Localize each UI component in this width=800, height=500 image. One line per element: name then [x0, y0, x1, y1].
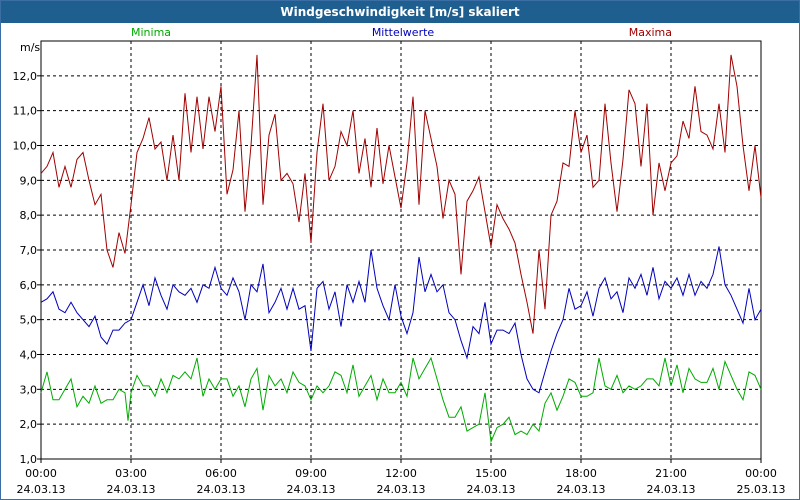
y-tick-label: 2,0	[20, 418, 38, 431]
x-tick-date-label: 24.03.13	[17, 483, 66, 496]
x-tick-time-label: 12:00	[385, 467, 417, 480]
x-tick-time-label: 18:00	[565, 467, 597, 480]
x-tick-date-label: 24.03.13	[287, 483, 336, 496]
chart-title: Windgeschwindigkeit [m/s] skaliert	[1, 1, 799, 23]
series-line-mittelwerte	[40, 246, 762, 394]
y-tick-label: 5,0	[20, 314, 38, 327]
x-tick-date-label: 24.03.13	[467, 483, 516, 496]
legend-item-minima: Minima	[131, 26, 171, 39]
chart-canvas: 1,0 2,0 3,0 4,0 5,0 6,0 7,0 8,0 9,0 10,0 11,0 12,0 m…	[13, 26, 786, 496]
y-tick-label: 6,0	[20, 279, 38, 292]
y-tick-label: 12,0	[13, 70, 38, 83]
legend-item-maxima: Maxima	[629, 26, 672, 39]
y-tick-label: 3,0	[20, 383, 38, 396]
x-tick-time-label: 09:00	[295, 467, 327, 480]
legend-item-mittelwerte: Mittelwerte	[372, 26, 435, 39]
grid-lines	[37, 41, 762, 463]
series-line-minima	[40, 356, 762, 444]
y-tick-label: 9,0	[20, 174, 38, 187]
x-tick-date-label: 24.03.13	[197, 483, 246, 496]
y-tick-label: 8,0	[20, 209, 38, 222]
x-tick-time-label: 00:00	[745, 467, 777, 480]
x-tick-time-label: 06:00	[205, 467, 237, 480]
y-tick-label: 1,0	[20, 453, 38, 466]
x-tick-time-label: 15:00	[475, 467, 507, 480]
y-tick-label: 11,0	[13, 105, 38, 118]
y-tick-label: 4,0	[20, 349, 38, 362]
x-tick-time-label: 00:00	[25, 467, 57, 480]
x-tick-time-label: 21:00	[655, 467, 687, 480]
y-tick-label: 7,0	[20, 244, 38, 257]
legend: Minima Mittelwerte Maxima	[131, 26, 672, 39]
x-tick-date-label: 25.03.13	[737, 483, 786, 496]
y-axis-label: m/s	[20, 41, 40, 54]
x-tick-date-label: 24.03.13	[107, 483, 156, 496]
x-tick-date-label: 24.03.13	[557, 483, 606, 496]
x-tick-time-label: 03:00	[115, 467, 147, 480]
series-lines	[40, 54, 762, 444]
axis-labels: 1,0 2,0 3,0 4,0 5,0 6,0 7,0 8,0 9,0 10,0 11,0 12,0 m…	[13, 41, 786, 496]
series-line-maxima	[40, 54, 762, 334]
x-tick-date-label: 24.03.13	[647, 483, 696, 496]
x-tick-date-label: 24.03.13	[377, 483, 426, 496]
y-tick-label: 10,0	[13, 140, 38, 153]
